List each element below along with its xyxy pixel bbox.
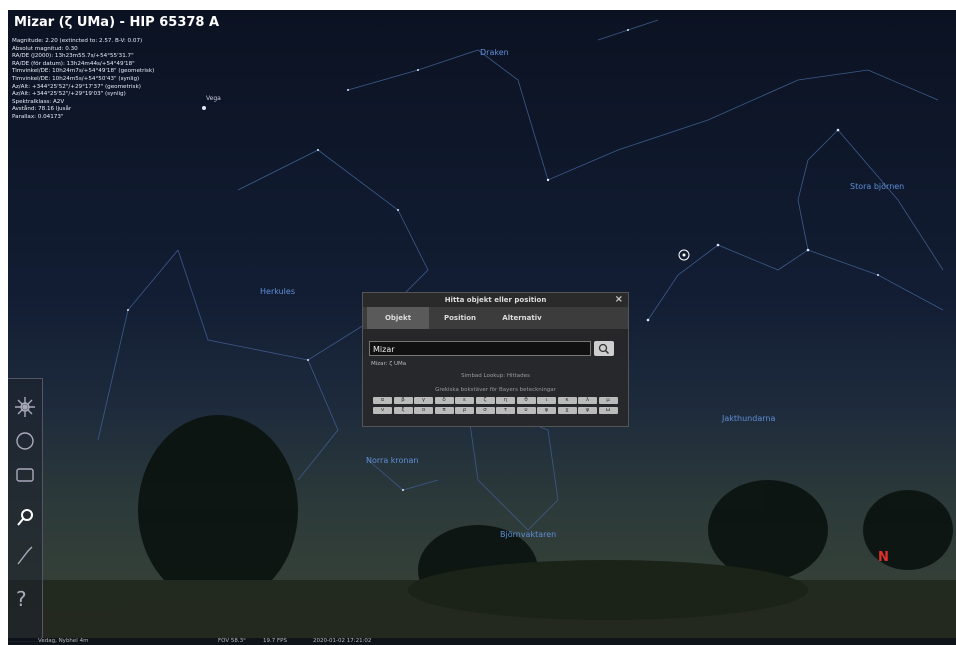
- status-location: Vedag, Nybhel 4m: [38, 638, 88, 645]
- greek-key[interactable]: ξ: [394, 407, 413, 414]
- config-icon[interactable]: [18, 547, 32, 564]
- greek-key[interactable]: μ: [599, 397, 618, 404]
- tab[interactable]: Objekt: [367, 307, 429, 329]
- search-tool-icon[interactable]: [18, 510, 32, 525]
- greek-key[interactable]: λ: [578, 397, 597, 404]
- constellation-label: Draken: [480, 48, 509, 57]
- greek-key[interactable]: γ: [414, 397, 433, 404]
- info-line: Parallax: 0.04173": [12, 114, 154, 122]
- constellation-label: Jakthundarna: [722, 414, 775, 423]
- info-line: Avstånd: 78.16 ljusår: [12, 106, 154, 114]
- greek-key[interactable]: ρ: [455, 407, 474, 414]
- greek-caption: Grekiska bokstäver för Bayers beteckning…: [363, 387, 628, 393]
- tab[interactable]: Position: [429, 307, 491, 329]
- constellation-label: Stora björnen: [850, 182, 904, 191]
- info-line: RA/DE (för datum): 13h24m44s/+54°49'18": [12, 61, 154, 69]
- constellation-label: Björnvaktaren: [500, 530, 556, 539]
- greek-key[interactable]: φ: [537, 407, 556, 414]
- object-title: Mizar (ζ UMa) - HIP 65378 A: [14, 15, 219, 30]
- info-line: Timvinkel/DE: 10h24m7s/+54°49'18" (geome…: [12, 68, 154, 76]
- greek-key[interactable]: ω: [599, 407, 618, 414]
- greek-key[interactable]: ο: [414, 407, 433, 414]
- greek-key[interactable]: ψ: [578, 407, 597, 414]
- help-icon[interactable]: ?: [16, 587, 27, 611]
- constellation-label: Herkules: [260, 287, 295, 296]
- info-line: Timvinkel/DE: 10h24m5s/+54°50'43" (synli…: [12, 76, 154, 84]
- greek-key[interactable]: χ: [558, 407, 577, 414]
- info-line: Az/Alt: +344°25'52"/+29°19'03" (synlig): [12, 91, 154, 99]
- dialog-title-text: Hitta objekt eller position: [445, 296, 547, 304]
- status-bar: Vedag, Nybhel 4m FOV 58.3° 19.7 FPS 2020…: [8, 638, 956, 645]
- compass-north: N: [878, 550, 889, 565]
- info-line: Absolut magnitud: 0.30: [12, 46, 154, 54]
- star-label: Vega: [206, 95, 221, 102]
- info-line: RA/DE (J2000): 13h23m55.7s/+54°55'31.7": [12, 53, 154, 61]
- search-input[interactable]: Mizar: [369, 341, 591, 356]
- greek-key[interactable]: δ: [435, 397, 454, 404]
- sky-settings-icon[interactable]: [15, 397, 35, 417]
- close-button[interactable]: ×: [615, 293, 623, 307]
- greek-key[interactable]: ε: [455, 397, 474, 404]
- info-line: Magnitude: 2.20 (extincted to: 2.57. B-V…: [12, 38, 154, 46]
- greek-key[interactable]: β: [394, 397, 413, 404]
- date-icon[interactable]: [17, 433, 33, 449]
- status-datetime: 2020-01-02 17:21:02: [313, 638, 371, 645]
- page: Mizar (ζ UMa) - HIP 65378 A Magnitude: 2…: [0, 0, 956, 645]
- greek-key[interactable]: π: [435, 407, 454, 414]
- greek-key[interactable]: α: [373, 397, 392, 404]
- greek-key[interactable]: η: [496, 397, 515, 404]
- greek-key[interactable]: ζ: [476, 397, 495, 404]
- dialog-title: Hitta objekt eller position ×: [363, 293, 628, 307]
- search-icon: [594, 341, 614, 356]
- greek-key[interactable]: υ: [517, 407, 536, 414]
- left-toolbar: ?: [8, 378, 43, 642]
- constellation-label: Norra kronan: [366, 456, 418, 465]
- status-fps: 19.7 FPS: [263, 638, 287, 645]
- location-icon[interactable]: [17, 469, 33, 481]
- tab[interactable]: Alternativ: [491, 307, 553, 329]
- greek-key[interactable]: θ: [517, 397, 536, 404]
- greek-key[interactable]: τ: [496, 407, 515, 414]
- greek-key[interactable]: ν: [373, 407, 392, 414]
- object-info: Magnitude: 2.20 (extincted to: 2.57. B-V…: [12, 38, 154, 122]
- search-result[interactable]: Mizar: ζ UMa: [371, 361, 406, 367]
- greek-key[interactable]: σ: [476, 407, 495, 414]
- sky-view: Mizar (ζ UMa) - HIP 65378 A Magnitude: 2…: [8, 10, 956, 645]
- greek-key[interactable]: ι: [537, 397, 556, 404]
- greek-key[interactable]: κ: [558, 397, 577, 404]
- status-fov: FOV 58.3°: [218, 638, 246, 645]
- search-button[interactable]: [594, 341, 614, 356]
- toolbar-icons: [8, 379, 42, 579]
- simbad-status: Simbad Lookup: Hittades: [363, 373, 628, 379]
- info-line: Az/Alt: +344°25'52"/+29°17'37" (geometri…: [12, 84, 154, 92]
